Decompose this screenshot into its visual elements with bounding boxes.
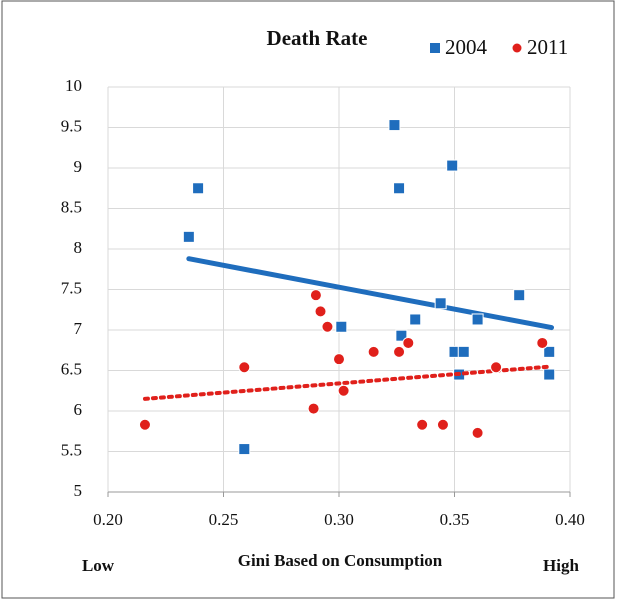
point xyxy=(543,345,556,358)
point xyxy=(367,345,380,358)
y-tick-label: 8 xyxy=(74,238,83,257)
point xyxy=(333,353,345,366)
point xyxy=(409,313,422,326)
y-tick-label: 7.5 xyxy=(61,278,82,297)
point xyxy=(536,336,549,349)
y-tick-label: 7 xyxy=(74,319,83,338)
point xyxy=(393,182,406,195)
point xyxy=(307,402,320,415)
x-tick-label: 0.40 xyxy=(555,510,585,529)
point xyxy=(182,230,195,243)
point xyxy=(471,426,484,439)
y-tick-label: 10 xyxy=(65,76,82,95)
legend-marker xyxy=(430,43,440,53)
point xyxy=(402,336,415,349)
y-tick-label: 9 xyxy=(74,157,83,176)
point xyxy=(436,418,449,431)
point xyxy=(416,418,429,431)
legend-label: 2011 xyxy=(527,35,568,59)
point xyxy=(513,289,526,302)
x-tick-label: 0.25 xyxy=(209,510,239,529)
y-tick-label: 5 xyxy=(74,481,83,500)
point xyxy=(192,182,205,195)
x-tick-label: 0.20 xyxy=(93,510,123,529)
point xyxy=(388,119,401,132)
point xyxy=(309,289,322,302)
y-tick-label: 6 xyxy=(74,400,83,419)
point xyxy=(138,418,151,431)
point xyxy=(238,361,251,374)
y-tick-label: 8.5 xyxy=(61,197,82,216)
point xyxy=(314,305,327,318)
trendline xyxy=(186,256,555,331)
x-axis-label: Gini Based on Consumption xyxy=(238,551,443,570)
point xyxy=(393,345,406,358)
point xyxy=(457,345,470,358)
x-low-label: Low xyxy=(82,556,115,575)
point xyxy=(471,313,484,326)
y-tick-label: 5.5 xyxy=(61,440,82,459)
trendline xyxy=(142,364,554,401)
legend-marker xyxy=(512,43,522,53)
chart-title: Death Rate xyxy=(267,26,368,50)
legend-label: 2004 xyxy=(445,35,488,59)
point xyxy=(446,159,459,172)
y-tick-label: 6.5 xyxy=(61,359,82,378)
point xyxy=(434,297,447,310)
point xyxy=(490,361,503,374)
x-high-label: High xyxy=(543,556,579,575)
point xyxy=(321,320,334,333)
x-tick-label: 0.35 xyxy=(440,510,470,529)
y-tick-label: 9.5 xyxy=(61,116,82,135)
point xyxy=(337,384,350,397)
x-tick-label: 0.30 xyxy=(324,510,354,529)
point xyxy=(335,320,348,333)
point xyxy=(238,443,251,456)
point xyxy=(543,368,556,381)
point xyxy=(395,329,408,342)
